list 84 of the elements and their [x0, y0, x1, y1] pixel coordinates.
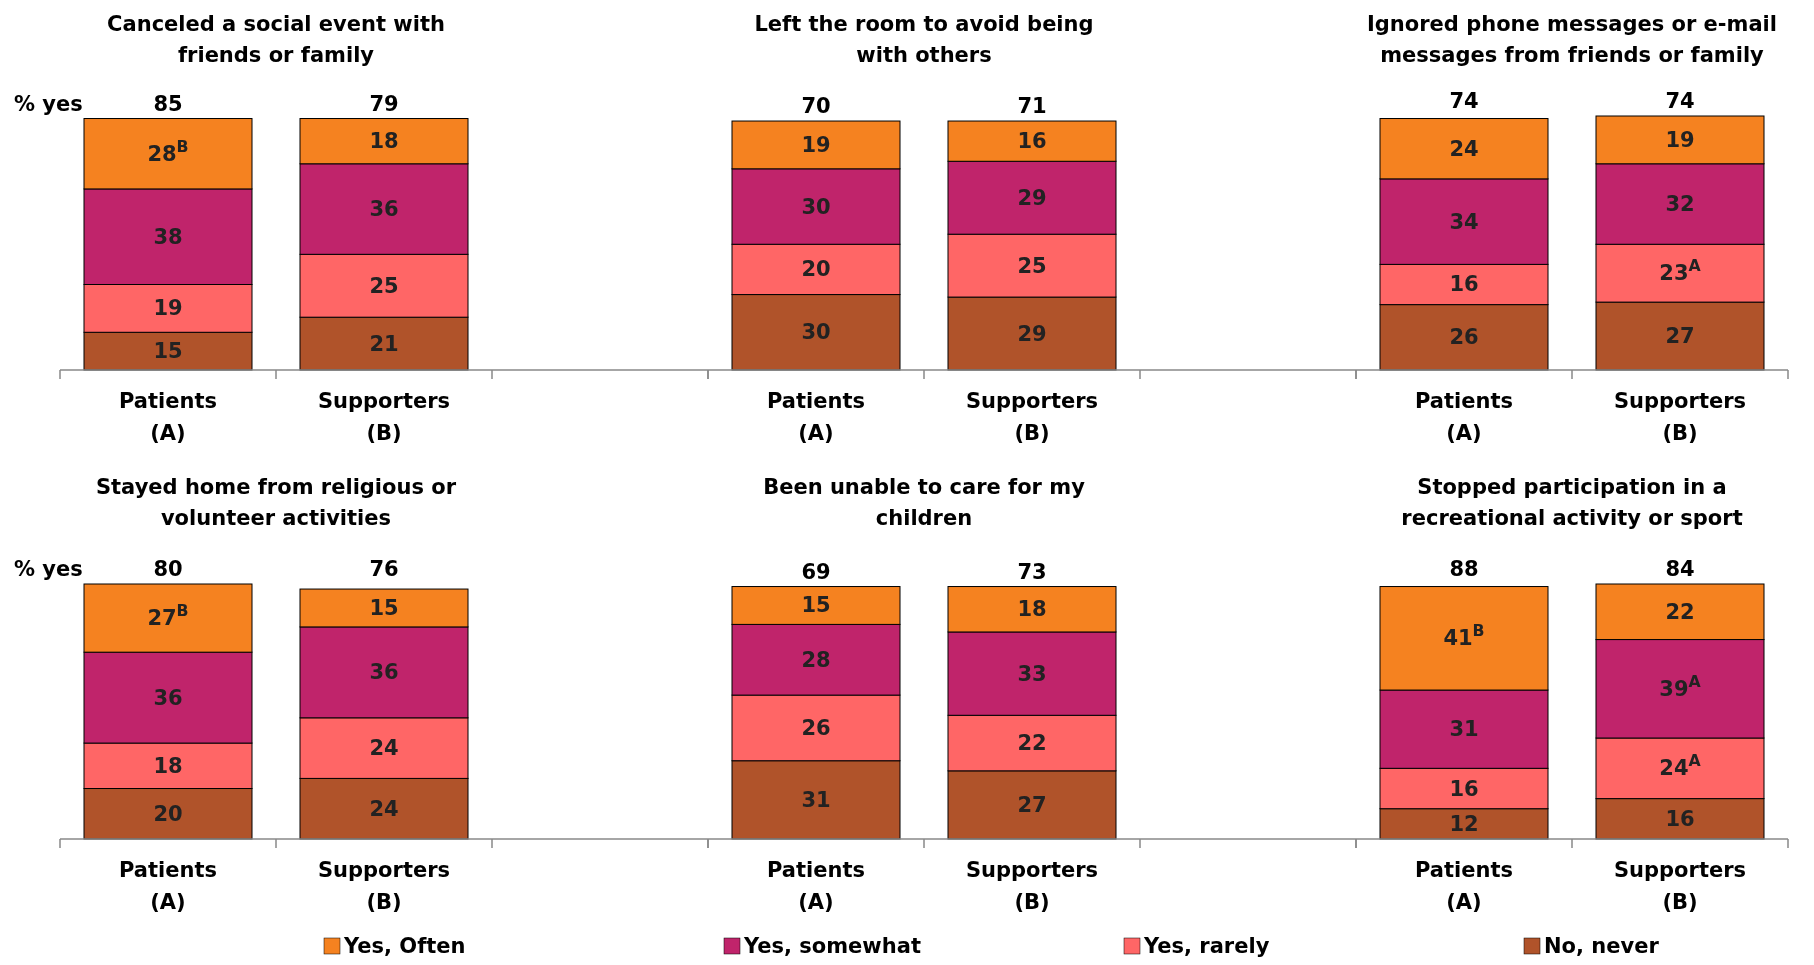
data-label: 36 [369, 660, 399, 685]
text: 88 [1449, 557, 1479, 581]
text: 71 [1017, 94, 1047, 119]
data-label: 25 [1017, 253, 1047, 278]
chart-title: Stayed home from religious or volunteer activities [95, 475, 457, 530]
data-label: 36 [369, 197, 399, 222]
text: 74 [1449, 89, 1479, 113]
chart-title: Ignored phone messages or e-mail messages from friends or family [1367, 12, 1777, 67]
text: 79 [369, 91, 399, 116]
data-label: 18 [153, 753, 183, 778]
data-label: 27 [1017, 792, 1047, 817]
legend-label: Yes, rarely [1143, 934, 1270, 958]
data-label: 20 [801, 257, 831, 282]
x-tick-label: Patients (A) [1415, 858, 1513, 914]
data-label: 32 [1665, 192, 1695, 217]
data-label: 20 [153, 801, 183, 826]
x-tick-label: Patients (A) [119, 858, 217, 914]
text: % yes [14, 91, 83, 116]
data-label: 28$^{B}$ [147, 136, 189, 166]
data-label: 19 [153, 296, 183, 321]
x-tick-label: Patients (A) [767, 858, 865, 914]
x-tick-label: Patients (A) [767, 389, 865, 445]
data-label: 22 [1017, 731, 1047, 756]
data-label: 24 [1449, 136, 1479, 161]
x-tick-label: Supporters (B) [1613, 858, 1747, 914]
data-label: 29 [1017, 321, 1047, 346]
data-label: 18 [1017, 597, 1047, 622]
data-label: 16 [1017, 129, 1047, 154]
data-label: 15 [801, 593, 831, 618]
legend-label: Yes, Often [343, 934, 466, 958]
x-tick-label: Supporters (B) [965, 858, 1099, 914]
data-label: 22 [1665, 599, 1695, 624]
data-label: 36 [153, 685, 183, 710]
data-label: 15 [369, 595, 399, 620]
data-label: 24 [369, 736, 399, 761]
data-label: 21 [369, 331, 399, 356]
legend-label: No, never [1544, 934, 1660, 958]
x-tick-label: Patients (A) [1415, 389, 1513, 445]
chart-title: Been unable to care for my children [763, 475, 1086, 530]
x-tick-label: Supporters (B) [965, 389, 1099, 445]
data-label: 39$^{A}$ [1659, 671, 1702, 701]
data-label: 15 [153, 339, 183, 364]
data-label: 27 [1665, 324, 1695, 349]
data-label: 31 [801, 787, 831, 812]
data-label: 16 [1449, 776, 1479, 801]
text: 74 [1665, 89, 1695, 113]
data-label: 34 [1449, 209, 1479, 234]
data-label: 25 [369, 273, 399, 298]
data-label: 38 [153, 224, 183, 249]
data-label: 26 [801, 715, 831, 740]
data-label: 26 [1449, 325, 1479, 350]
data-label: 24 [369, 796, 399, 821]
chart-title: Left the room to avoid being with others [754, 12, 1094, 67]
data-label: 29 [1017, 185, 1047, 210]
data-label: 33 [1017, 661, 1047, 686]
text: 76 [369, 557, 399, 581]
data-label: 16 [1449, 272, 1479, 297]
data-label: 31 [1449, 717, 1479, 742]
chart-title: Stopped participation in a recreational activity or sport [1401, 475, 1743, 530]
chart-title: Canceled a social event with friends or family [107, 12, 445, 67]
text: 80 [153, 557, 183, 581]
data-label: 28 [801, 647, 831, 672]
data-label: 24$^{A}$ [1659, 750, 1702, 781]
data-label: 30 [801, 320, 831, 345]
data-label: 19 [1665, 127, 1695, 152]
x-tick-label: Patients (A) [119, 389, 217, 445]
data-label: 18 [369, 129, 399, 154]
text: 73 [1017, 559, 1047, 584]
x-tick-label: Supporters (B) [1613, 389, 1747, 445]
data-label: 12 [1449, 811, 1479, 836]
text: 85 [153, 91, 183, 116]
text: 69 [801, 559, 831, 584]
x-tick-label: Supporters (B) [317, 389, 451, 445]
data-label: 41$^{B}$ [1443, 620, 1485, 651]
text: 84 [1665, 557, 1695, 581]
data-label: 19 [801, 132, 831, 157]
text: 70 [801, 94, 831, 119]
legend-label: Yes, somewhat [743, 934, 921, 958]
data-label: 23$^{A}$ [1659, 255, 1702, 286]
data-label: 27$^{B}$ [147, 600, 189, 631]
x-tick-label: Supporters (B) [317, 858, 451, 914]
text: % yes [14, 557, 83, 581]
data-label: 16 [1665, 806, 1695, 831]
data-label: 30 [801, 194, 831, 219]
